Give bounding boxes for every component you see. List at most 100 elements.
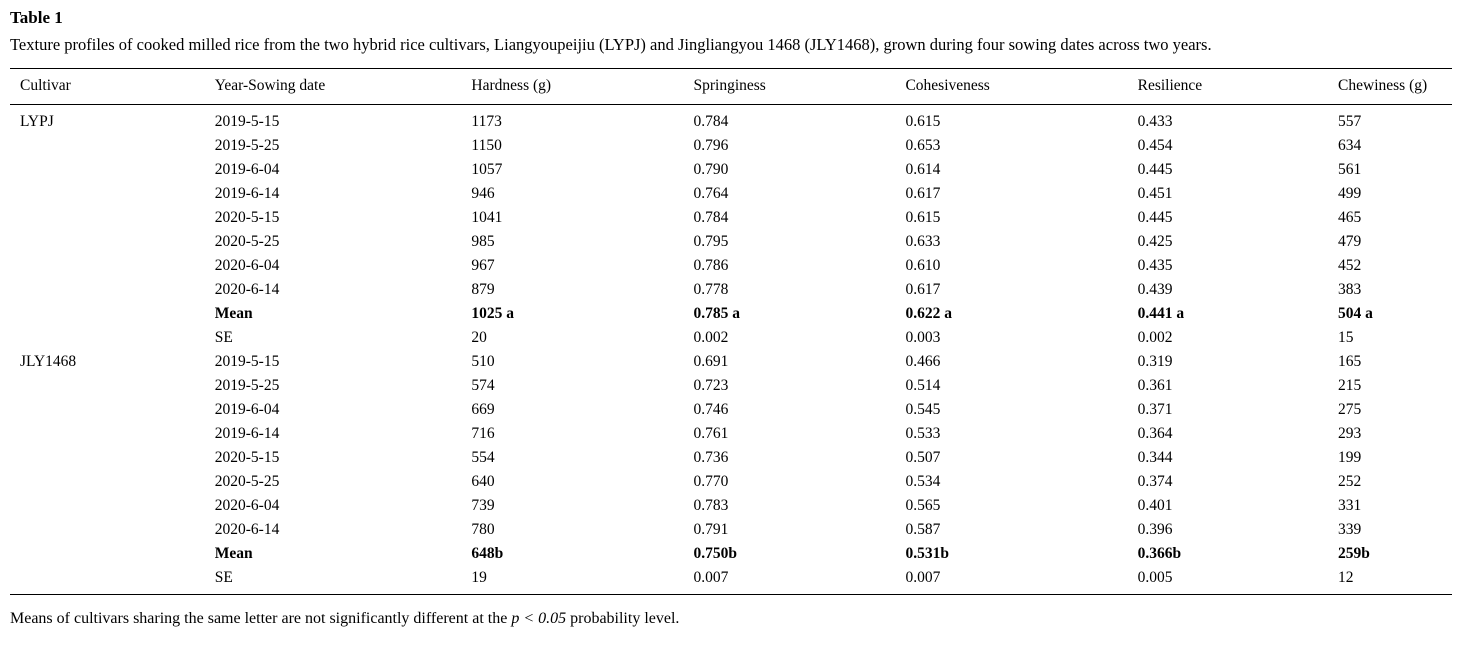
table-cell: 2020-5-25 (214, 233, 280, 250)
table-cell: 0.401 (1137, 497, 1173, 514)
table-cell: 1041 (471, 209, 503, 226)
table-cell: 0.344 (1137, 449, 1173, 466)
table-cell: 0.786 (693, 257, 729, 274)
table-cell: 510 (471, 353, 495, 370)
table-cell: 0.002 (1137, 329, 1173, 346)
table-cell: 0.454 (1137, 137, 1173, 154)
table-cell: 0.587 (905, 521, 941, 538)
table-cell: 2020-6-04 (214, 257, 280, 274)
column-header-chewiness-g: Chewiness (g) (1338, 68, 1452, 105)
table-cell (10, 182, 215, 206)
table-cell: 0.531b (905, 545, 949, 562)
table-cell: 0.366b (1137, 545, 1182, 562)
table-cell: 0.361 (1137, 377, 1173, 394)
table-cell: 0.723 (693, 377, 729, 394)
table-cell: 293 (1338, 425, 1362, 442)
table-cell: 0.764 (693, 185, 729, 202)
table-cell: 2019-5-25 (214, 137, 280, 154)
table-cell: JLY1468 (20, 353, 77, 370)
table-cell: 739 (471, 497, 495, 514)
table-row: 2020-5-25 985 0.795 0.633 0.425 479 (10, 230, 1452, 254)
table-row: 2019-6-14 946 0.764 0.617 0.451 499 (10, 182, 1452, 206)
table-cell: 716 (471, 425, 495, 442)
column-header-hardness-g: Hardness (g) (471, 68, 694, 105)
table-cell: 0.534 (905, 473, 941, 490)
table-cell: 2019-5-15 (214, 113, 280, 130)
table-cell: 0.783 (693, 497, 729, 514)
table-cell: 0.784 (693, 209, 729, 226)
table-row: Mean 1025 a 0.785 a 0.622 a 0.441 a 504 a (10, 302, 1452, 326)
table-cell: 2019-5-15 (214, 353, 280, 370)
table-row: 2020-5-25 640 0.770 0.534 0.374 252 (10, 470, 1452, 494)
table-cell: SE (214, 569, 233, 586)
table-cell: 275 (1338, 401, 1362, 418)
table-cell: 0.795 (693, 233, 729, 250)
table-cell: 574 (471, 377, 495, 394)
table-cell (10, 542, 215, 566)
table-cell: 0.633 (905, 233, 941, 250)
table-cell (10, 302, 215, 326)
table-cell: 0.691 (693, 353, 729, 370)
table-cell: 1025 a (471, 305, 515, 322)
table-cell (10, 494, 215, 518)
table-cell: 0.514 (905, 377, 941, 394)
table-cell: 0.507 (905, 449, 941, 466)
table-row: 2020-6-04 739 0.783 0.565 0.401 331 (10, 494, 1452, 518)
table-cell: 0.622 a (905, 305, 952, 322)
table-cell: 383 (1338, 281, 1362, 298)
table-cell: 946 (471, 185, 495, 202)
table-cell: 561 (1338, 161, 1362, 178)
table-cell: 0.533 (905, 425, 941, 442)
footnote-text-suffix: probability level. (566, 610, 680, 627)
column-header-year-sowing-date: Year-Sowing date (214, 68, 472, 105)
table-cell: 557 (1338, 113, 1362, 130)
table-cell: 165 (1338, 353, 1362, 370)
table-cell: 0.435 (1137, 257, 1173, 274)
column-header-springiness: Springiness (693, 68, 906, 105)
footnote-text-prefix: Means of cultivars sharing the same lett… (10, 610, 512, 627)
table-cell: 0.545 (905, 401, 941, 418)
column-header-cultivar: Cultivar (10, 68, 215, 105)
table-cell: 0.796 (693, 137, 729, 154)
table-row: 2019-6-04 1057 0.790 0.614 0.445 561 (10, 158, 1452, 182)
table-cell: 0.615 (905, 113, 941, 130)
table-cell: 0.736 (693, 449, 729, 466)
table-cell: 2020-6-04 (214, 497, 280, 514)
table-footnote: Means of cultivars sharing the same lett… (10, 608, 1452, 630)
table-cell: 0.439 (1137, 281, 1173, 298)
texture-profiles-table: Cultivar Year-Sowing date Hardness (g) Spri… (10, 68, 1452, 595)
table-cell: 0.425 (1137, 233, 1173, 250)
table-cell: 640 (471, 473, 495, 490)
table-cell: 504 a (1338, 305, 1373, 322)
table-row: JLY1468 2019-5-15 510 0.691 0.466 0.319 165 (10, 350, 1452, 374)
table-row: SE 19 0.007 0.007 0.005 12 (10, 566, 1452, 595)
table-body: LYPJ 2019-5-15 1173 0.784 0.615 0.433 557 2019-… (10, 105, 1452, 595)
table-cell: 0.565 (905, 497, 941, 514)
table-cell: 12 (1338, 569, 1354, 586)
table-cell: 0.007 (905, 569, 941, 586)
table-row: LYPJ 2019-5-15 1173 0.784 0.615 0.433 557 (10, 105, 1452, 135)
table-cell: 2019-6-04 (214, 401, 280, 418)
table-cell: 669 (471, 401, 495, 418)
table-cell: 499 (1338, 185, 1362, 202)
table-header-row: Cultivar Year-Sowing date Hardness (g) Spri… (10, 68, 1452, 105)
table-cell: 0.617 (905, 281, 941, 298)
table-cell (10, 278, 215, 302)
table-cell: 2020-5-25 (214, 473, 280, 490)
table-row: 2020-5-15 1041 0.784 0.615 0.445 465 (10, 206, 1452, 230)
table-header: Cultivar Year-Sowing date Hardness (g) Spri… (10, 68, 1452, 105)
table-row: 2019-5-25 1150 0.796 0.653 0.454 634 (10, 134, 1452, 158)
table-cell: 2019-6-04 (214, 161, 280, 178)
table-row: Mean 648b 0.750b 0.531b 0.366b 259b (10, 542, 1452, 566)
table-cell: 648b (471, 545, 504, 562)
table-cell: 0.615 (905, 209, 941, 226)
table-cell: 199 (1338, 449, 1362, 466)
table-cell: 479 (1338, 233, 1362, 250)
table-cell: 0.364 (1137, 425, 1173, 442)
table-cell: 2020-5-15 (214, 209, 280, 226)
table-cell: 0.451 (1137, 185, 1173, 202)
table-cell: 215 (1338, 377, 1362, 394)
table-cell: 0.761 (693, 425, 729, 442)
table-label: Table 1 (10, 8, 63, 27)
table-row: 2020-5-15 554 0.736 0.507 0.344 199 (10, 446, 1452, 470)
